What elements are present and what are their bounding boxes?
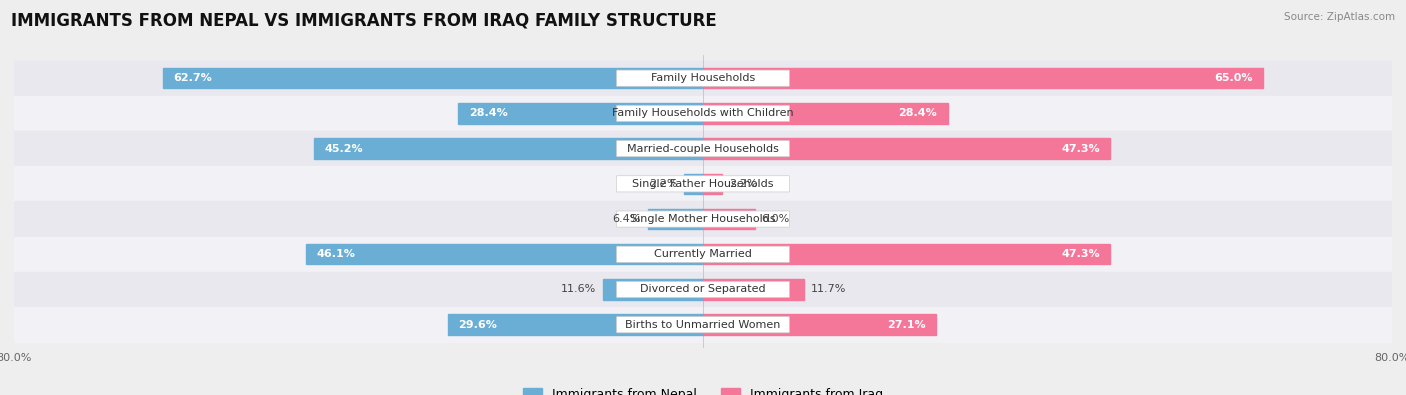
FancyBboxPatch shape xyxy=(617,70,789,86)
Bar xyxy=(703,314,936,335)
Legend: Immigrants from Nepal, Immigrants from Iraq: Immigrants from Nepal, Immigrants from I… xyxy=(517,383,889,395)
Bar xyxy=(14,131,1392,166)
Text: Single Father Households: Single Father Households xyxy=(633,179,773,189)
Bar xyxy=(458,103,703,124)
Text: 6.0%: 6.0% xyxy=(762,214,790,224)
Bar xyxy=(14,272,1392,307)
Text: 62.7%: 62.7% xyxy=(173,73,212,83)
Text: Family Households: Family Households xyxy=(651,73,755,83)
Text: Births to Unmarried Women: Births to Unmarried Women xyxy=(626,320,780,330)
Bar xyxy=(603,279,703,300)
Text: 2.2%: 2.2% xyxy=(728,179,758,189)
Bar xyxy=(163,68,703,88)
Text: Divorced or Separated: Divorced or Separated xyxy=(640,284,766,295)
Text: 28.4%: 28.4% xyxy=(468,108,508,118)
FancyBboxPatch shape xyxy=(617,317,789,333)
Bar xyxy=(307,244,703,265)
Bar xyxy=(703,174,721,194)
Bar xyxy=(685,174,703,194)
Text: 11.7%: 11.7% xyxy=(811,284,846,295)
FancyBboxPatch shape xyxy=(617,141,789,157)
Bar xyxy=(14,96,1392,131)
Text: 27.1%: 27.1% xyxy=(887,320,927,330)
Text: Currently Married: Currently Married xyxy=(654,249,752,259)
Bar xyxy=(14,201,1392,237)
Text: Family Households with Children: Family Households with Children xyxy=(612,108,794,118)
Bar xyxy=(449,314,703,335)
Bar xyxy=(703,138,1111,159)
Text: Married-couple Households: Married-couple Households xyxy=(627,144,779,154)
FancyBboxPatch shape xyxy=(617,246,789,262)
Bar xyxy=(703,103,948,124)
FancyBboxPatch shape xyxy=(617,105,789,122)
Text: IMMIGRANTS FROM NEPAL VS IMMIGRANTS FROM IRAQ FAMILY STRUCTURE: IMMIGRANTS FROM NEPAL VS IMMIGRANTS FROM… xyxy=(11,12,717,30)
Bar xyxy=(314,138,703,159)
Bar xyxy=(703,209,755,229)
Text: 45.2%: 45.2% xyxy=(323,144,363,154)
Bar xyxy=(703,244,1111,265)
FancyBboxPatch shape xyxy=(617,211,789,227)
Bar xyxy=(703,68,1263,88)
Bar xyxy=(703,279,804,300)
Text: Source: ZipAtlas.com: Source: ZipAtlas.com xyxy=(1284,12,1395,22)
Text: 6.4%: 6.4% xyxy=(613,214,641,224)
Text: 47.3%: 47.3% xyxy=(1062,144,1099,154)
FancyBboxPatch shape xyxy=(617,176,789,192)
Bar xyxy=(648,209,703,229)
Text: Single Mother Households: Single Mother Households xyxy=(630,214,776,224)
Text: 46.1%: 46.1% xyxy=(316,249,356,259)
Bar xyxy=(14,60,1392,96)
Bar xyxy=(14,307,1392,342)
FancyBboxPatch shape xyxy=(617,281,789,297)
Text: 28.4%: 28.4% xyxy=(898,108,938,118)
Text: 65.0%: 65.0% xyxy=(1213,73,1253,83)
Text: 2.2%: 2.2% xyxy=(648,179,678,189)
Text: 47.3%: 47.3% xyxy=(1062,249,1099,259)
Bar xyxy=(14,237,1392,272)
Bar xyxy=(14,166,1392,201)
Text: 29.6%: 29.6% xyxy=(458,320,498,330)
Text: 11.6%: 11.6% xyxy=(561,284,596,295)
